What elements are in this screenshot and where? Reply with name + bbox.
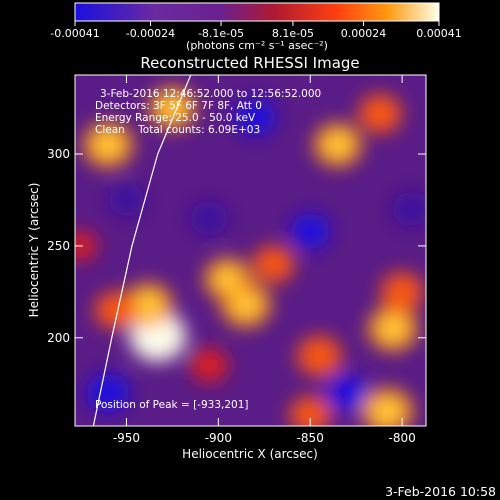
heatmap-blob — [190, 348, 229, 383]
heatmap-blob-core — [325, 133, 350, 156]
colorbar-tick-label: -8.1e-05 — [198, 27, 244, 40]
x-tick-label: -850 — [297, 431, 324, 445]
annotation-time-range: 3-Feb-2016 12:46:52.000 to 12:56:52.000 — [100, 88, 321, 100]
heatmap-blob-core — [95, 133, 121, 157]
heatmap-blob — [86, 373, 130, 413]
x-tick-label: -900 — [205, 431, 232, 445]
heatmap-blob-core — [380, 317, 406, 341]
x-axis-ticks: -950 -900 -850 -800 — [113, 75, 416, 445]
heatmap-blob — [252, 245, 295, 284]
heatmap-blob — [108, 183, 145, 217]
colorbar-tick-label: -0.00041 — [50, 27, 99, 40]
x-tick-label: -800 — [388, 431, 415, 445]
heatmap-blob-core — [215, 268, 240, 290]
y-tick-label: 250 — [47, 239, 70, 253]
heatmap-blob-core — [136, 293, 161, 316]
heatmap-blob — [290, 213, 331, 250]
heatmap-blob — [358, 93, 402, 134]
heatmap-image — [75, 75, 426, 426]
colorbar-tick-label: 0.00024 — [341, 27, 387, 40]
x-tick-label: -950 — [113, 431, 140, 445]
heatmap-blob — [75, 231, 97, 261]
heatmap-blob — [392, 191, 426, 227]
annotation-peak-position: Position of Peak = [-933,201] — [95, 399, 249, 411]
y-tick-label: 300 — [47, 147, 70, 161]
colorbar-tick-label: -0.00024 — [126, 27, 175, 40]
x-axis-label: Heliocentric X (arcsec) — [182, 447, 318, 461]
solar-limb-line — [92, 75, 192, 426]
heatmap-blob — [190, 201, 229, 236]
footer-timestamp: 3-Feb-2016 10:58 — [385, 484, 496, 499]
colorbar-tick-label: 8.1e-05 — [272, 27, 314, 40]
heatmap-blob-core — [143, 322, 172, 349]
heatmap-blob-core — [374, 399, 401, 424]
plot-frame — [74, 74, 427, 427]
y-axis-label: Heliocentric Y (arcsec) — [27, 183, 41, 318]
y-tick-label: 200 — [47, 331, 70, 345]
colorbar — [74, 2, 440, 22]
colorbar-ticks: -0.00041 -0.00024 -8.1e-05 8.1e-05 0.00024 0.… — [50, 21, 462, 40]
heatmap-blob — [326, 374, 368, 412]
heatmap-blob — [234, 98, 276, 137]
colorbar-units-label: (photons cm⁻² s⁻¹ asec⁻²) — [186, 39, 328, 52]
heatmap-blob — [289, 396, 331, 426]
heatmap-blob-core — [233, 293, 259, 317]
heatmap-blob-core — [160, 97, 185, 119]
colorbar-tick-label: 0.00041 — [416, 27, 462, 40]
heatmap-blob — [380, 272, 424, 312]
heatmap-blob — [94, 291, 137, 330]
annotation-clean-counts: Clean Total counts: 6.09E+03 — [95, 124, 260, 136]
y-axis-ticks: 200 250 300 — [47, 147, 426, 345]
heatmap-blob — [296, 335, 342, 377]
chart-title: Reconstructed RHESSI Image — [140, 54, 359, 72]
annotation-detectors: Detectors: 3F 5F 6F 7F 8F, Att 0 — [95, 100, 262, 112]
annotation-energy-range: Energy Range: 25.0 - 50.0 keV — [95, 112, 256, 124]
